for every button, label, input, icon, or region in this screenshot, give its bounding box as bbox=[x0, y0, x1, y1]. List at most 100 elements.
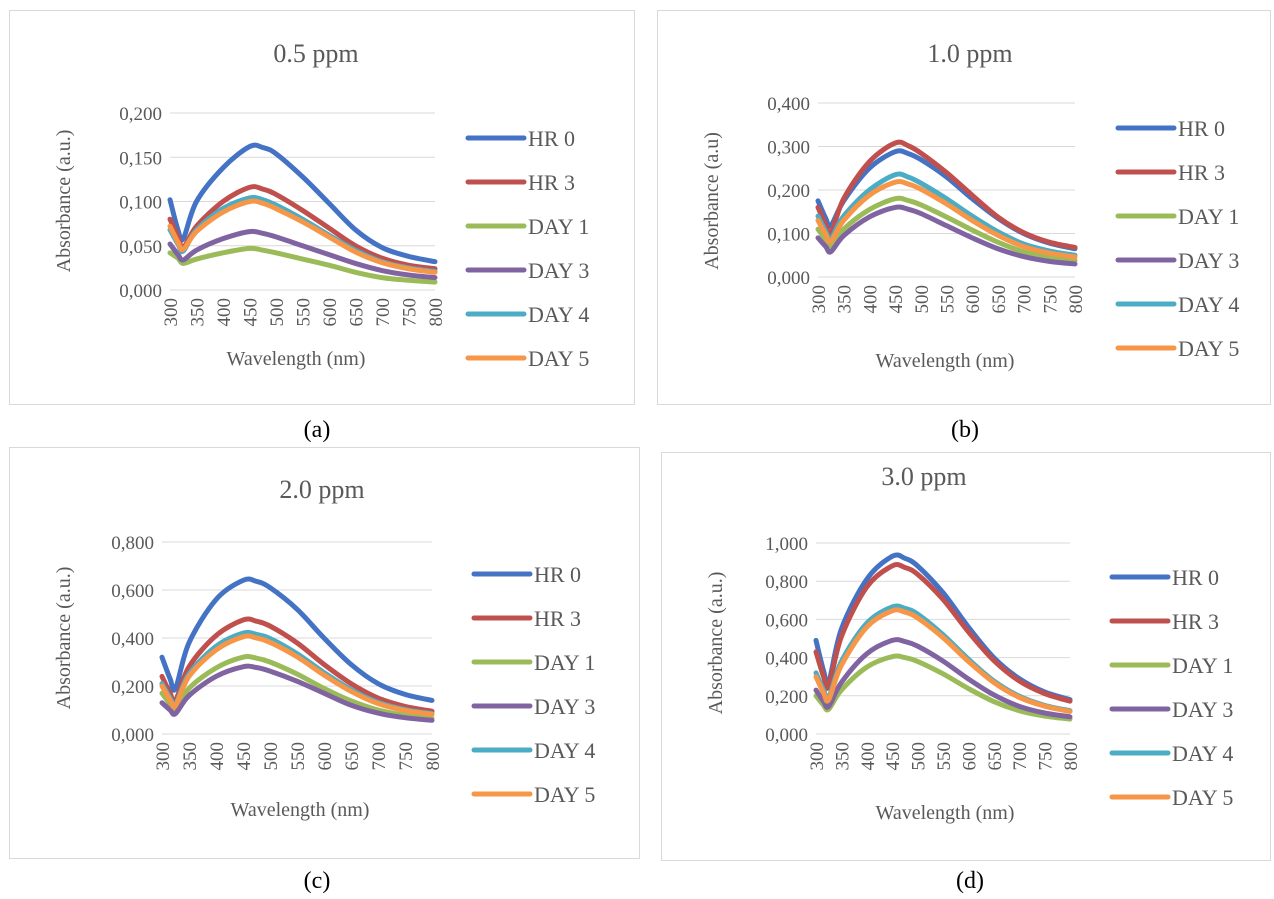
x-tick-label: 600 bbox=[963, 285, 984, 314]
x-tick-label: 500 bbox=[912, 285, 933, 314]
y-tick-label: 0,150 bbox=[119, 148, 162, 169]
x-tick-label: 800 bbox=[423, 742, 444, 771]
x-tick-label: 300 bbox=[809, 285, 830, 314]
chart-panel-a: 0.5 ppm Absorbance (a.u.) Wavelength (nm… bbox=[9, 10, 635, 405]
x-tick-label: 350 bbox=[835, 285, 856, 314]
legend-label: DAY 4 bbox=[534, 738, 595, 763]
y-tick-label: 0,000 bbox=[119, 281, 162, 302]
legend-label: DAY 3 bbox=[1178, 248, 1239, 273]
x-tick-label: 400 bbox=[214, 298, 235, 327]
legend-label: DAY 1 bbox=[1178, 204, 1239, 229]
y-tick-label: 0,100 bbox=[767, 225, 810, 246]
x-tick-label: 600 bbox=[320, 298, 341, 327]
x-tick-label: 550 bbox=[938, 285, 959, 314]
y-tick-label: 0,300 bbox=[767, 138, 810, 159]
y-tick-label: 0,200 bbox=[765, 687, 808, 708]
series-line-hr-3 bbox=[815, 139, 1078, 250]
x-tick-label: 750 bbox=[1036, 742, 1057, 771]
series-line-hr-3 bbox=[159, 616, 435, 714]
series-line-day-5 bbox=[813, 607, 1073, 714]
x-tick-label: 550 bbox=[934, 742, 955, 771]
series-line-day-5 bbox=[815, 178, 1078, 260]
x-tick-label: 500 bbox=[267, 298, 288, 327]
x-tick-label: 400 bbox=[860, 285, 881, 314]
chart-title: 1.0 ppm bbox=[927, 39, 1012, 68]
x-axis-label: Wavelength (nm) bbox=[227, 348, 366, 370]
legend-label: DAY 5 bbox=[1172, 785, 1233, 810]
y-tick-label: 0,050 bbox=[119, 237, 162, 258]
chart-title: 0.5 ppm bbox=[273, 39, 358, 68]
x-tick-label: 450 bbox=[234, 742, 255, 771]
series-line-day-3 bbox=[813, 637, 1073, 720]
x-tick-label: 350 bbox=[180, 742, 201, 771]
x-tick-label: 650 bbox=[342, 742, 363, 771]
legend-label: DAY 1 bbox=[534, 650, 595, 675]
caption-a: (a) bbox=[303, 417, 331, 443]
legend-label: HR 3 bbox=[528, 170, 575, 195]
y-tick-label: 0,600 bbox=[765, 610, 808, 631]
caption-d: (d) bbox=[956, 868, 984, 894]
legend-label: DAY 5 bbox=[534, 782, 595, 807]
y-axis-label: Absorbance (a.u.) bbox=[53, 130, 75, 273]
y-tick-label: 0,800 bbox=[111, 533, 154, 554]
legend-label: DAY 1 bbox=[1172, 653, 1233, 678]
series-line-day-1 bbox=[815, 195, 1078, 263]
y-axis-label: Absorbance (a.u.) bbox=[53, 567, 75, 710]
series-line-day-1 bbox=[167, 245, 438, 285]
x-tick-label: 550 bbox=[288, 742, 309, 771]
y-tick-label: 0,000 bbox=[111, 725, 154, 746]
y-tick-label: 0,400 bbox=[111, 629, 154, 650]
legend-label: DAY 4 bbox=[528, 302, 589, 327]
x-tick-label: 800 bbox=[1061, 742, 1082, 771]
chart-svg-b: 1.0 ppm Absorbance (a.u) Wavelength (nm)… bbox=[701, 39, 1239, 372]
legend-label: DAY 3 bbox=[534, 694, 595, 719]
x-tick-label: 700 bbox=[373, 298, 394, 327]
x-tick-label: 700 bbox=[1015, 285, 1036, 314]
x-axis-label: Wavelength (nm) bbox=[231, 799, 370, 821]
series-line-hr-3 bbox=[813, 562, 1073, 704]
legend-label: HR 0 bbox=[528, 126, 575, 151]
legend-label: HR 0 bbox=[1172, 565, 1219, 590]
y-tick-label: 0,400 bbox=[765, 649, 808, 670]
x-tick-label: 750 bbox=[400, 298, 421, 327]
x-tick-label: 650 bbox=[347, 298, 368, 327]
chart-svg-a: 0.5 ppm Absorbance (a.u.) Wavelength (nm… bbox=[53, 39, 589, 371]
y-tick-label: 0,000 bbox=[765, 725, 808, 746]
legend-label: HR 3 bbox=[534, 606, 581, 631]
chart-title: 2.0 ppm bbox=[279, 475, 364, 504]
x-tick-label: 700 bbox=[1010, 742, 1031, 771]
x-tick-label: 350 bbox=[832, 742, 853, 771]
series-line-day-3 bbox=[815, 204, 1078, 267]
x-tick-label: 400 bbox=[207, 742, 228, 771]
y-tick-label: 0,800 bbox=[765, 572, 808, 593]
x-tick-label: 400 bbox=[858, 742, 879, 771]
x-tick-label: 800 bbox=[426, 298, 447, 327]
chart-panel-d: 3.0 ppm Absorbance (a.u.) Wavelength (nm… bbox=[661, 452, 1271, 861]
x-tick-label: 750 bbox=[1040, 285, 1061, 314]
x-tick-label: 600 bbox=[959, 742, 980, 771]
x-tick-label: 600 bbox=[315, 742, 336, 771]
y-tick-label: 1,000 bbox=[765, 534, 808, 555]
legend-label: DAY 5 bbox=[1178, 336, 1239, 361]
x-tick-label: 450 bbox=[886, 285, 907, 314]
x-tick-label: 300 bbox=[807, 742, 828, 771]
chart-svg-c: 2.0 ppm Absorbance (a.u.) Wavelength (nm… bbox=[53, 475, 595, 821]
x-tick-label: 350 bbox=[188, 298, 209, 327]
x-tick-label: 450 bbox=[883, 742, 904, 771]
legend-label: HR 0 bbox=[534, 562, 581, 587]
y-tick-label: 0,200 bbox=[767, 181, 810, 202]
x-tick-label: 800 bbox=[1066, 285, 1087, 314]
legend-label: DAY 3 bbox=[1172, 697, 1233, 722]
x-tick-label: 450 bbox=[241, 298, 262, 327]
x-axis-label: Wavelength (nm) bbox=[876, 802, 1015, 824]
y-tick-label: 0,200 bbox=[119, 104, 162, 125]
y-axis-label: Absorbance (a.u.) bbox=[705, 572, 727, 715]
chart-panel-b: 1.0 ppm Absorbance (a.u) Wavelength (nm)… bbox=[657, 10, 1271, 405]
chart-title: 3.0 ppm bbox=[881, 462, 966, 491]
series-line-hr-0 bbox=[167, 142, 438, 265]
y-tick-label: 0,000 bbox=[767, 268, 810, 289]
y-tick-label: 0,200 bbox=[111, 677, 154, 698]
series-line-day-3 bbox=[167, 228, 438, 281]
x-tick-label: 750 bbox=[396, 742, 417, 771]
legend-label: HR 3 bbox=[1172, 609, 1219, 634]
